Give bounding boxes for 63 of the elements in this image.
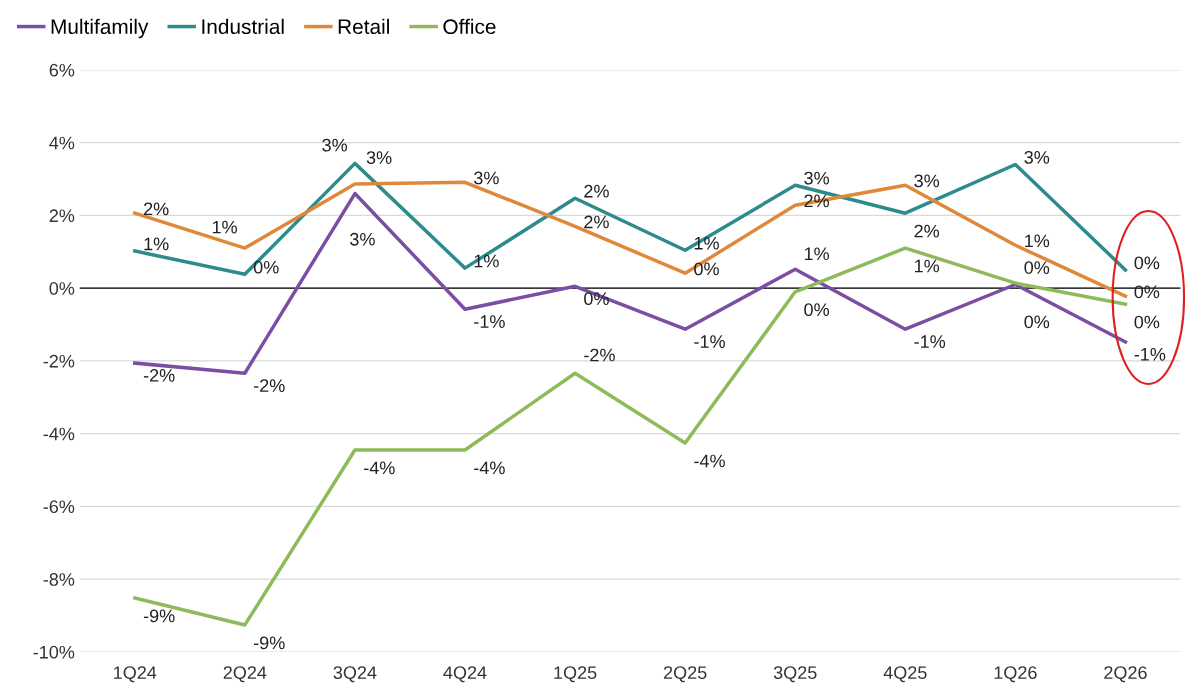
y-tick-label: -2% [43,354,75,368]
x-tick-label: 2Q26 [1104,666,1147,683]
data-label: -2% [143,369,175,382]
y-tick-label: 2% [49,209,75,223]
data-label: 0% [1134,256,1160,270]
x-tick-label: 3Q25 [773,666,817,683]
data-label: 2% [804,194,829,208]
data-label: -1% [1134,347,1166,361]
legend-label: Retail [338,18,389,35]
data-label: -1% [914,335,946,348]
data-label: -9% [143,609,175,623]
data-label: 2% [144,202,169,216]
data-label: 0% [1024,315,1050,329]
x-tick-label: 2Q25 [663,666,707,683]
data-label: 0% [694,262,719,276]
y-tick-label: -6% [43,500,75,514]
data-label: -4% [474,461,505,475]
data-label: 0% [1134,315,1160,329]
y-tick-label: 6% [49,63,75,77]
legend-label: Office [443,18,496,35]
data-label: -1% [474,315,505,328]
data-label: -1% [694,335,725,348]
y-tick-label: -8% [43,573,75,586]
data-label: 1% [474,254,499,268]
data-label: 1% [694,236,719,250]
x-tick-label: 3Q24 [333,666,377,683]
data-label: 2% [584,215,609,229]
x-tick-label: 1Q24 [114,666,157,683]
data-label: 3% [322,138,348,152]
data-label: -4% [364,461,395,475]
data-label: 2% [584,184,609,198]
legend-label: Multifamily [51,18,149,39]
data-label: 0% [584,292,609,306]
data-label: -2% [253,379,285,392]
data-label: -2% [584,348,615,362]
data-label: 0% [804,303,829,317]
data-label: 3% [350,232,375,246]
x-tick-label: 4Q25 [883,666,927,683]
x-tick-label: 1Q26 [994,666,1037,683]
x-tick-label: 4Q24 [443,666,487,683]
data-label: 3% [914,174,940,188]
data-label: 1% [212,220,237,234]
data-label: 0% [1024,261,1050,274]
x-tick-label: 1Q25 [554,666,597,683]
data-label: -4% [694,454,725,468]
data-label: 3% [1024,150,1050,164]
y-tick-label: 4% [49,136,75,150]
y-tick-label: -4% [43,427,75,441]
x-tick-label: 2Q24 [223,666,267,683]
data-label: 3% [366,151,392,164]
legend-label: Industrial [202,18,284,35]
data-label: 1% [915,259,940,273]
data-label: 2% [914,224,940,238]
data-label: 1% [1025,234,1050,248]
data-label: 3% [804,171,829,185]
data-label: 0% [253,260,279,274]
data-label: 1% [144,237,169,251]
data-label: 3% [474,171,499,185]
data-label: -9% [253,636,285,650]
y-tick-label: 0% [49,282,75,295]
data-label: 1% [804,247,829,261]
data-label: 0% [1134,285,1160,299]
y-tick-label: -10% [33,645,75,659]
